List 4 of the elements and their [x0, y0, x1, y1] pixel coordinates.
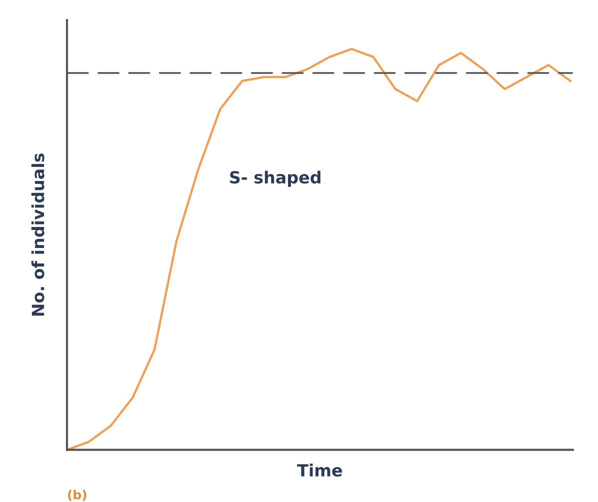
text: (b): [68, 490, 86, 501]
annotation: S- shaped: [230, 170, 320, 187]
x-axis-title: Time: [297, 464, 342, 477]
y-axis-title: No. of individuals: [31, 153, 44, 316]
